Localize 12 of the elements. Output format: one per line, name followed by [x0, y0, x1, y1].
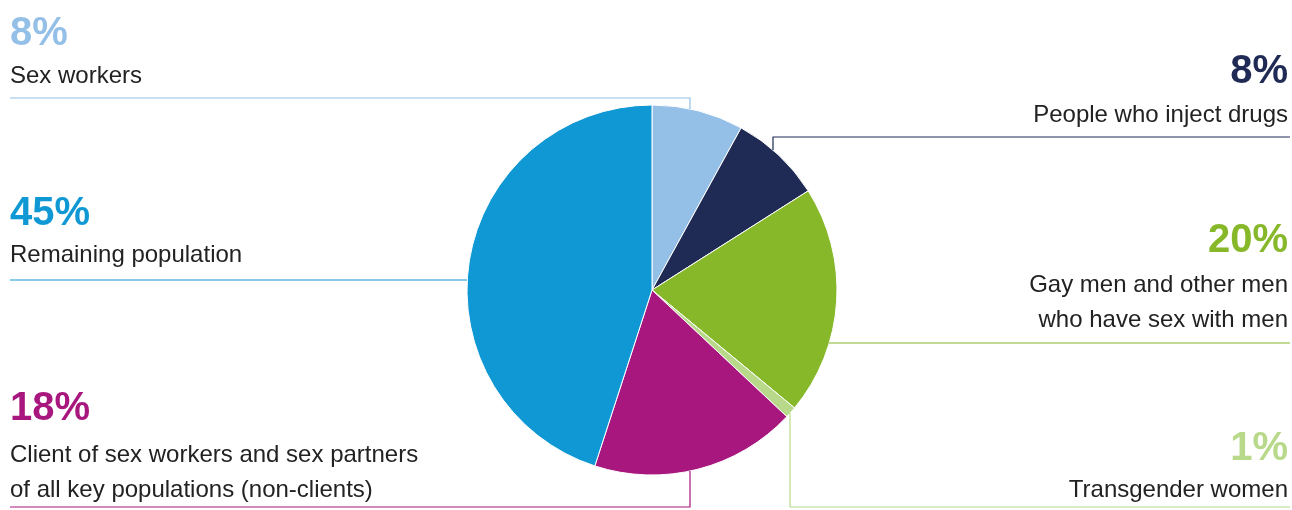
data-label: 45%: [10, 189, 91, 233]
slice-label: Remaining population: [10, 240, 243, 267]
data-label: 20%: [1207, 216, 1288, 260]
data-label: 1%: [1230, 424, 1288, 468]
slice-label: Transgender women: [1068, 475, 1288, 502]
slice-label: Gay men and other men who have sex with men: [1029, 270, 1288, 332]
slice-label: Sex workers: [10, 61, 143, 88]
slice-label: Client of sex workers and sex partners of all key populations (non-clients): [10, 440, 419, 502]
slice-label: People who inject drugs: [1033, 100, 1288, 127]
data-label: 18%: [10, 384, 91, 428]
data-label: 8%: [10, 9, 68, 53]
data-label: 8%: [1230, 47, 1288, 91]
